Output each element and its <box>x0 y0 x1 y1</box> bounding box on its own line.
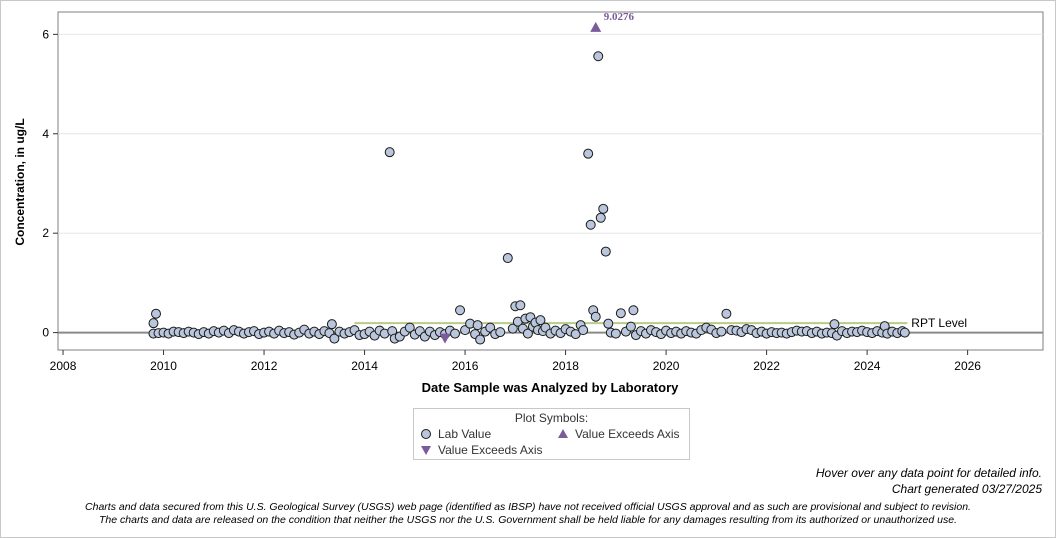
data-point <box>502 253 513 264</box>
y-tick-label: 6 <box>42 27 49 41</box>
data-point <box>721 308 732 319</box>
data-point <box>595 212 606 223</box>
plot-area <box>57 11 1044 351</box>
y-tick-label: 0 <box>42 326 49 340</box>
x-tick-label: 2014 <box>351 359 378 373</box>
data-point <box>600 246 611 257</box>
triangle-up-icon <box>558 429 568 438</box>
data-point <box>585 219 596 230</box>
scatter-chart: RPT Level 9.0276 0 2 4 6 2008 2010 2012 2014 201… <box>13 11 1044 395</box>
x-tick-label: 2018 <box>552 359 579 373</box>
legend-label-lab-value: Lab Value <box>438 427 492 441</box>
data-point <box>326 319 337 330</box>
x-tick-label: 2012 <box>251 359 278 373</box>
x-tick-label: 2016 <box>452 359 479 373</box>
x-tick-label: 2020 <box>653 359 680 373</box>
data-point <box>603 318 614 329</box>
data-point <box>472 320 483 331</box>
disclaimer-line-1: Charts and data secured from this U.S. G… <box>85 501 971 513</box>
data-point <box>583 148 594 159</box>
data-point <box>590 311 601 322</box>
data-point <box>460 325 471 336</box>
grid-layer <box>57 11 1044 351</box>
hover-note: Hover over any data point for detailed i… <box>815 466 1042 480</box>
annotation-label: 9.0276 <box>604 11 635 23</box>
data-point <box>148 318 159 329</box>
data-point <box>610 328 621 339</box>
data-point <box>384 147 395 158</box>
legend-label-exceeds-down: Value Exceeds Axis <box>438 443 543 457</box>
data-point <box>475 334 486 345</box>
data-point <box>522 328 533 339</box>
x-tick-label: 2008 <box>50 359 77 373</box>
y-axis-title: Concentration, in ug/L <box>13 118 27 245</box>
legend: Plot Symbols: Lab Value Value Exceeds Ax… <box>413 408 690 460</box>
exceeds-axis-down-marker <box>439 333 451 344</box>
data-point <box>615 308 626 319</box>
data-point <box>495 327 506 338</box>
axis-layer: 0 2 4 6 2008 2010 2012 2014 2016 2018 2020 2022 2024… <box>42 27 981 373</box>
x-tick-label: 2022 <box>753 359 780 373</box>
data-point <box>329 333 340 344</box>
data-point <box>485 322 496 333</box>
data-point <box>404 322 415 333</box>
rpt-level-label: RPT Level <box>911 316 967 330</box>
legend-label-exceeds-up: Value Exceeds Axis <box>575 427 680 441</box>
data-point <box>570 329 581 340</box>
data-point <box>625 321 636 332</box>
data-point <box>455 305 466 316</box>
data-point <box>593 51 604 62</box>
data-point <box>535 315 546 326</box>
data-point <box>829 319 840 330</box>
circle-marker-icon <box>421 429 431 439</box>
data-point <box>578 325 589 336</box>
data-point <box>628 305 639 316</box>
data-point <box>716 326 727 337</box>
y-tick-label: 4 <box>42 127 49 141</box>
x-tick-label: 2026 <box>954 359 981 373</box>
data-point <box>899 327 910 338</box>
point-layer: 9.0276 <box>148 11 910 345</box>
data-point <box>515 300 526 311</box>
disclaimer-line-2: The charts and data are released on the … <box>99 514 957 526</box>
y-tick-label: 2 <box>42 226 49 240</box>
x-tick-label: 2010 <box>150 359 177 373</box>
x-axis-title: Date Sample was Analyzed by Laboratory <box>422 380 679 395</box>
data-point <box>598 203 609 214</box>
data-point <box>450 328 461 339</box>
data-point <box>150 308 161 319</box>
legend-title: Plot Symbols: <box>514 411 589 425</box>
x-tick-label: 2024 <box>854 359 881 373</box>
exceeds-axis-up-marker <box>590 21 602 32</box>
triangle-down-icon <box>421 446 431 455</box>
data-point <box>507 323 518 334</box>
generated-note: Chart generated 03/27/2025 <box>891 482 1042 496</box>
